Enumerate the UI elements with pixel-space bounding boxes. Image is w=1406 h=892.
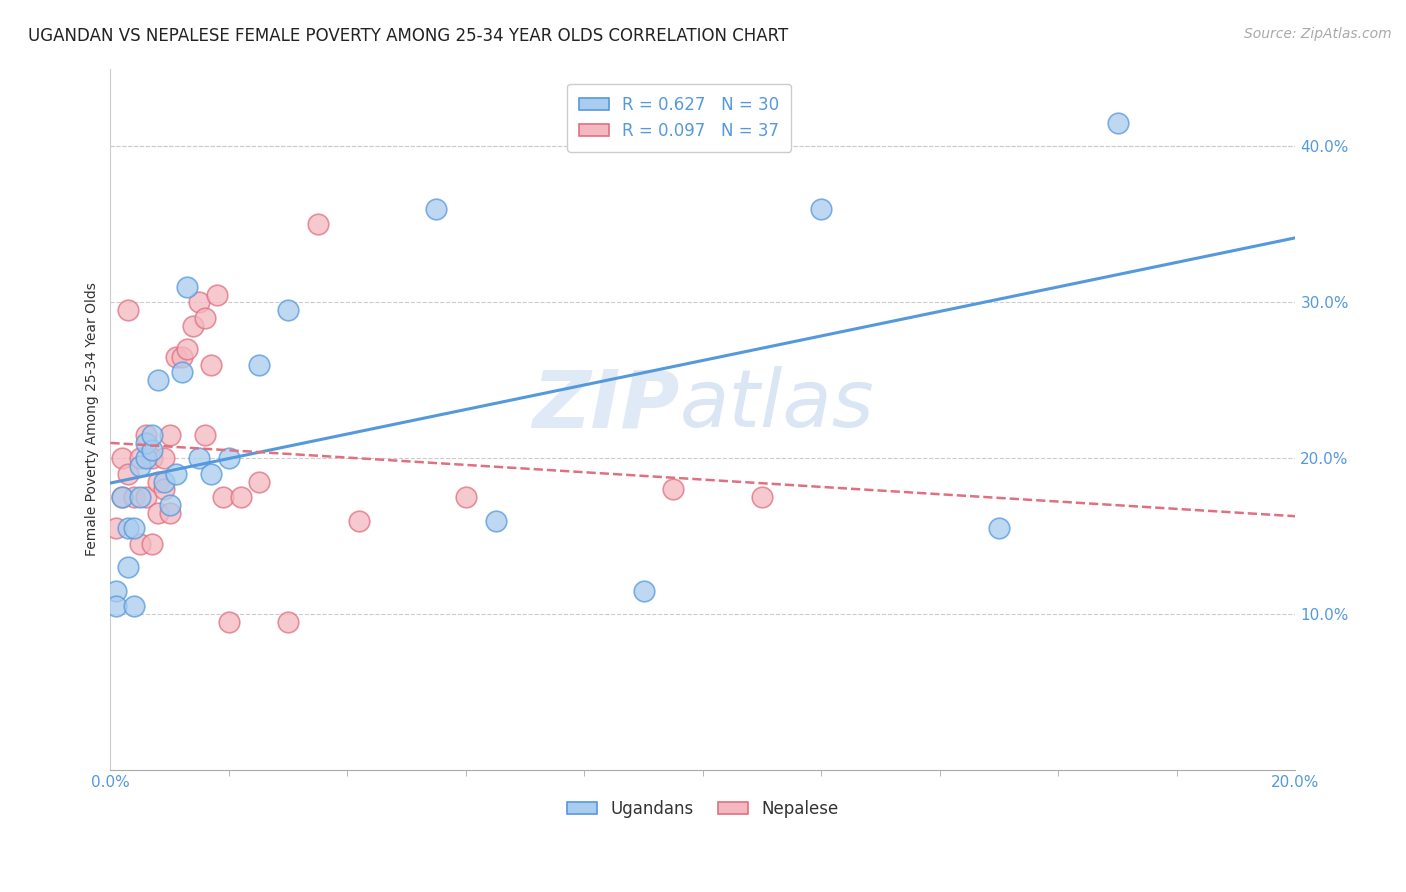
Point — [165, 350, 187, 364]
Point — [105, 599, 128, 614]
Point — [146, 475, 169, 489]
Text: ZIP: ZIP — [531, 367, 679, 444]
Point — [135, 490, 157, 504]
Point — [152, 483, 174, 497]
Point — [662, 483, 685, 497]
Point — [117, 560, 139, 574]
Point — [152, 451, 174, 466]
Point — [170, 350, 193, 364]
Point — [129, 451, 152, 466]
Point — [218, 451, 240, 466]
Point — [122, 521, 145, 535]
Point — [135, 427, 157, 442]
Point — [484, 514, 506, 528]
Point — [200, 358, 222, 372]
Point — [247, 475, 270, 489]
Point — [307, 218, 329, 232]
Point — [194, 427, 217, 442]
Point — [117, 521, 139, 535]
Text: UGANDAN VS NEPALESE FEMALE POVERTY AMONG 25-34 YEAR OLDS CORRELATION CHART: UGANDAN VS NEPALESE FEMALE POVERTY AMONG… — [28, 27, 789, 45]
Point — [159, 498, 181, 512]
Point — [194, 310, 217, 325]
Point — [425, 202, 447, 216]
Legend: Ugandans, Nepalese: Ugandans, Nepalese — [560, 794, 845, 825]
Point — [183, 318, 205, 333]
Point — [141, 443, 163, 458]
Point — [229, 490, 252, 504]
Point — [129, 490, 152, 504]
Point — [152, 475, 174, 489]
Point — [117, 303, 139, 318]
Point — [159, 427, 181, 442]
Point — [751, 490, 773, 504]
Point — [247, 358, 270, 372]
Point — [188, 295, 211, 310]
Point — [129, 537, 152, 551]
Point — [176, 342, 198, 356]
Point — [170, 366, 193, 380]
Point — [141, 427, 163, 442]
Y-axis label: Female Poverty Among 25-34 Year Olds: Female Poverty Among 25-34 Year Olds — [86, 283, 100, 557]
Point — [454, 490, 477, 504]
Point — [141, 451, 163, 466]
Point — [218, 615, 240, 629]
Point — [188, 451, 211, 466]
Point — [135, 435, 157, 450]
Point — [111, 490, 134, 504]
Point — [141, 537, 163, 551]
Point — [122, 599, 145, 614]
Point — [111, 451, 134, 466]
Point — [212, 490, 235, 504]
Point — [105, 521, 128, 535]
Point — [129, 458, 152, 473]
Point — [165, 467, 187, 481]
Point — [111, 490, 134, 504]
Text: atlas: atlas — [679, 367, 875, 444]
Point — [159, 506, 181, 520]
Point — [349, 514, 371, 528]
Point — [277, 303, 299, 318]
Point — [105, 583, 128, 598]
Point — [135, 451, 157, 466]
Point — [1107, 116, 1129, 130]
Point — [205, 287, 228, 301]
Point — [988, 521, 1011, 535]
Text: Source: ZipAtlas.com: Source: ZipAtlas.com — [1244, 27, 1392, 41]
Point — [122, 490, 145, 504]
Point — [200, 467, 222, 481]
Point — [633, 583, 655, 598]
Point — [176, 279, 198, 293]
Point — [810, 202, 832, 216]
Point — [146, 506, 169, 520]
Point — [146, 373, 169, 387]
Point — [117, 467, 139, 481]
Point — [277, 615, 299, 629]
